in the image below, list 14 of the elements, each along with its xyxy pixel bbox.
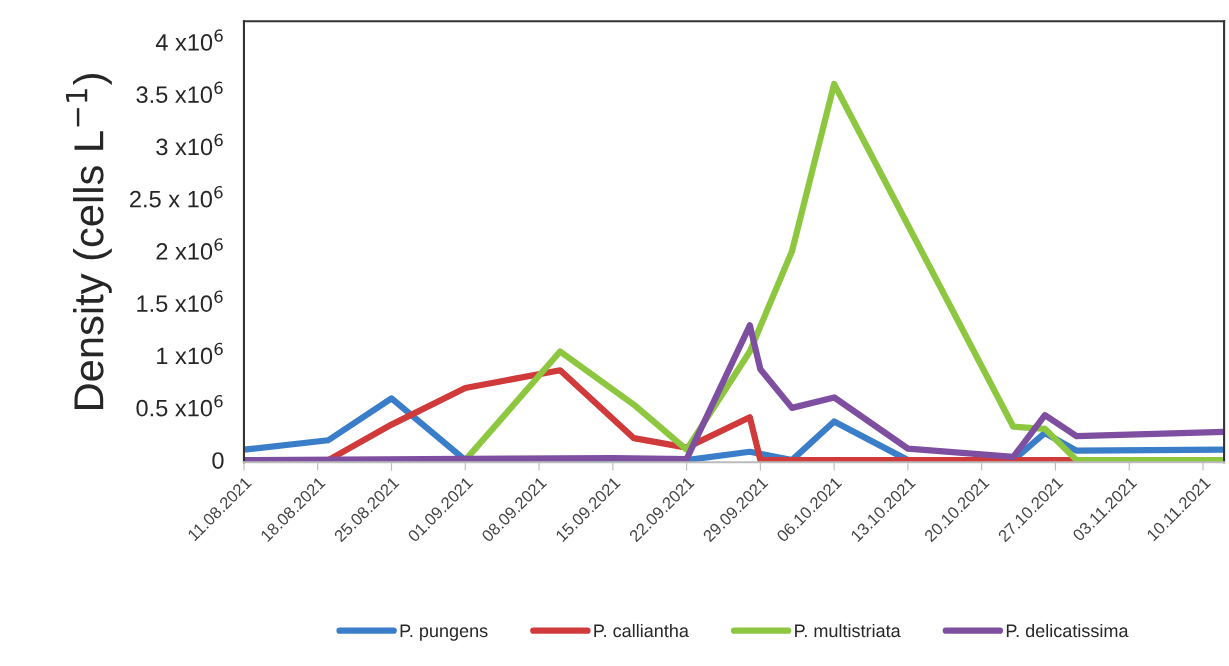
y-tick-label: 1 x10$^{6}$ bbox=[157, 342, 223, 365]
y-tick-label: 0.5 x10$^{6}$ bbox=[136, 394, 223, 417]
y-tick-label: 1.5 x10$^{6}$ bbox=[137, 290, 223, 313]
y-tick-label: 2.5 x 10$^{6}$ bbox=[130, 185, 223, 208]
y-tick-label: 3.5 x10$^{6}$ bbox=[136, 81, 223, 104]
legend-label: P. delicatissima bbox=[1006, 623, 1129, 638]
legend-label: P. multistriata bbox=[795, 623, 901, 638]
y-axis-title: Density (cells L$^{−1}$) bbox=[65, 74, 112, 409]
y-tick-label: 0 bbox=[212, 452, 224, 469]
y-tick-label: 3 x10$^{6}$ bbox=[156, 133, 223, 156]
y-tick-label: 4 x10$^{6}$ bbox=[155, 29, 223, 51]
legend-label: P. pungens bbox=[400, 624, 488, 641]
y-tick-label: 2 x10$^{6}$ bbox=[156, 238, 223, 260]
legend-label: P. calliantha bbox=[594, 623, 689, 638]
